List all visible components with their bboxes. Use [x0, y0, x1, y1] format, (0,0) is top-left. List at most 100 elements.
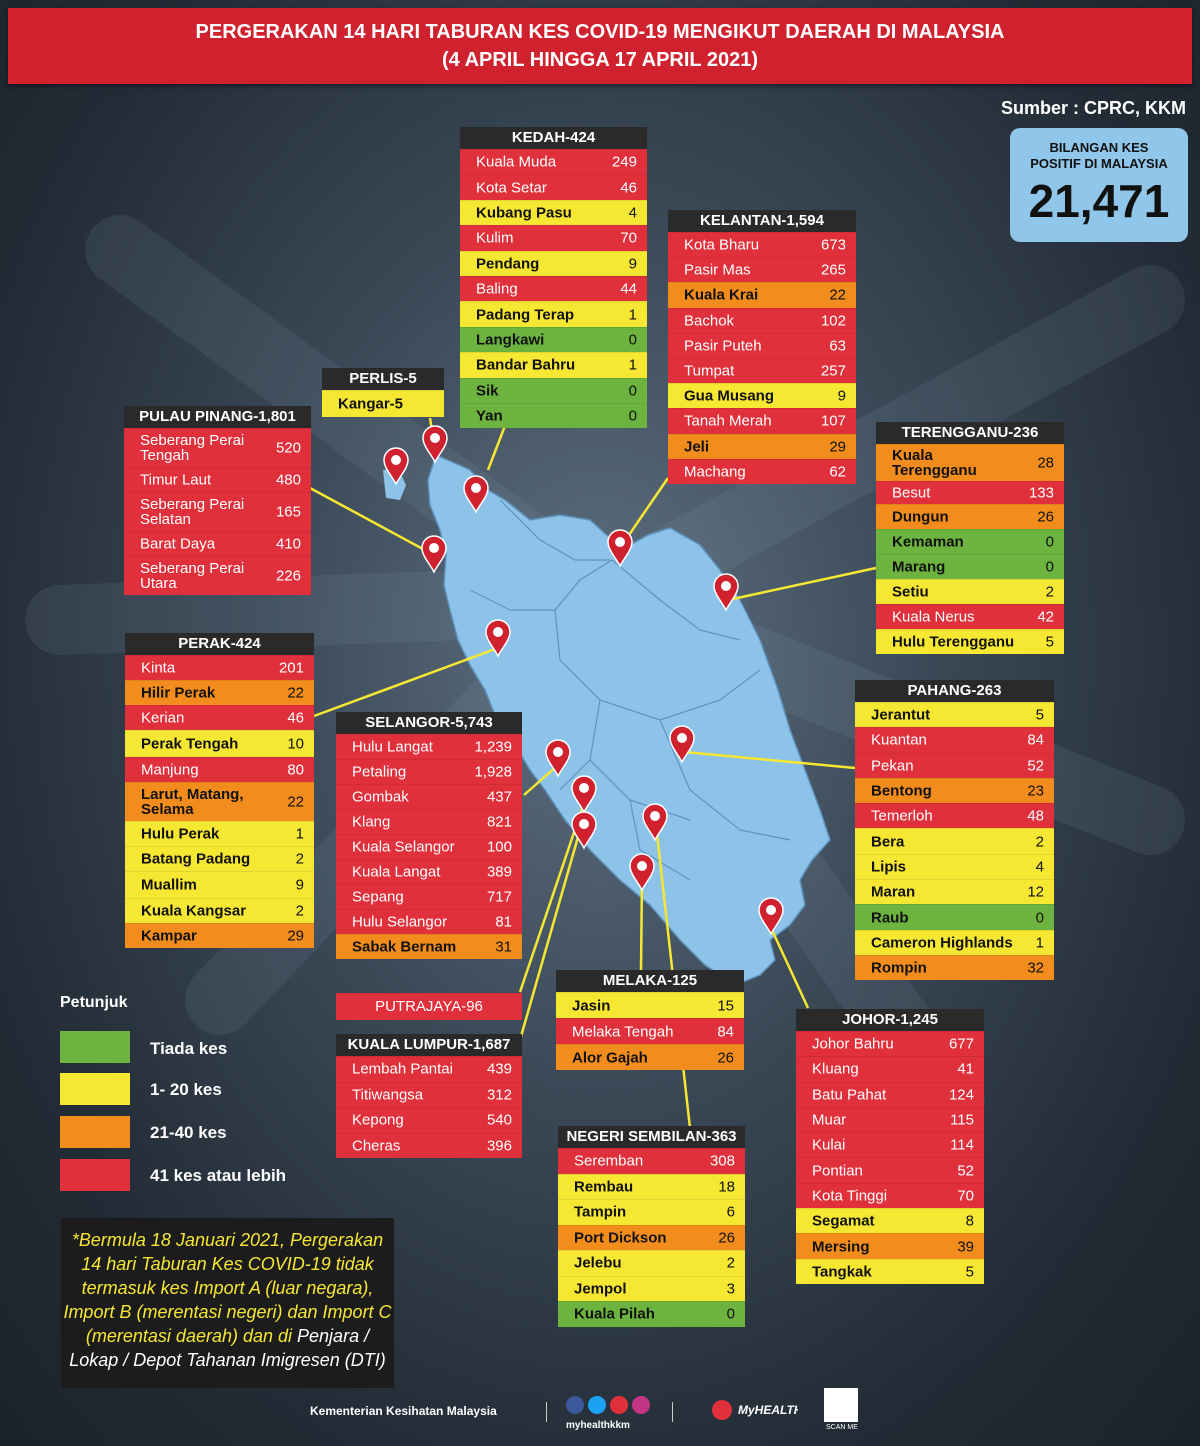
district-row: Kuala Terengganu 28	[876, 444, 1064, 481]
district-name: Bandar Bahru	[476, 356, 576, 374]
district-count: 10	[287, 735, 304, 753]
district-count: 107	[820, 412, 846, 430]
district-name: Gombak	[352, 788, 409, 806]
district-row: Kubang Pasu 4	[460, 199, 647, 226]
district-name: Hulu Selangor	[352, 913, 448, 931]
district-count: 26	[1037, 508, 1054, 526]
panel-melaka: MELAKA-125 Jasin 15 Melaka Tengah 84 Alor Ga…	[556, 970, 744, 1070]
district-count: 4	[628, 204, 637, 222]
facebook-icon[interactable]	[566, 1396, 584, 1414]
youtube-icon[interactable]	[610, 1396, 628, 1414]
district-row: Jelebu 2	[558, 1250, 745, 1276]
district-count: 1	[628, 356, 637, 374]
district-count: 1,928	[474, 763, 512, 781]
instagram-icon[interactable]	[632, 1396, 650, 1414]
district-name: Kangar-5	[338, 395, 404, 413]
district-row: Kuala Krai 22	[668, 282, 856, 308]
district-name: Mersing	[812, 1238, 870, 1256]
district-count: 62	[829, 463, 846, 481]
district-count: 22	[287, 684, 304, 702]
district-name: Kulim	[476, 229, 514, 247]
district-count: 226	[275, 567, 301, 585]
district-row: Segamat 8	[796, 1208, 984, 1234]
district-name: Hulu Perak	[141, 825, 220, 843]
district-row: Rompin 32	[855, 954, 1054, 981]
panel-title: PAHANG-263	[855, 680, 1054, 702]
panel-title: JOHOR-1,245	[796, 1009, 984, 1031]
location-pin-icon	[422, 425, 448, 464]
district-count: 18	[718, 1178, 735, 1196]
district-row: Kota Setar 46	[460, 174, 647, 200]
district-count: 39	[957, 1238, 974, 1256]
twitter-icon[interactable]	[588, 1396, 606, 1414]
district-row: Langkawi 0	[460, 326, 647, 353]
district-row: Padang Terap 1	[460, 301, 647, 327]
panel-kelantan: KELANTAN-1,594 Kota Bharu 673 Pasir Mas 265…	[668, 210, 856, 484]
district-row: Bera 2	[855, 828, 1054, 854]
district-name: Kuala Nerus	[892, 608, 975, 626]
total-value: 21,471	[1028, 175, 1170, 227]
district-name: Gua Musang	[684, 387, 775, 405]
district-name: Bachok	[684, 312, 735, 330]
district-row: Kampar 29	[125, 923, 314, 948]
district-row: Melaka Tengah 84	[556, 1018, 744, 1044]
district-row: Kinta 201	[125, 655, 314, 680]
district-row: Besut 133	[876, 481, 1064, 504]
panel-title: PERLIS-5	[322, 368, 444, 390]
qr-code[interactable]	[824, 1388, 858, 1422]
location-pin-icon	[629, 853, 655, 892]
district-row: Timur Laut 480	[124, 467, 311, 492]
district-count: 80	[287, 761, 304, 779]
district-name: Besut	[892, 484, 931, 502]
district-name: Jempol	[574, 1280, 627, 1298]
putrajaya-row: PUTRAJAYA-96	[336, 993, 522, 1020]
footnote-box: *Bermula 18 Januari 2021, Pergerakan 14 …	[61, 1218, 394, 1388]
district-row: Tampin 6	[558, 1199, 745, 1225]
district-name: Alor Gajah	[572, 1049, 648, 1066]
district-count: 70	[620, 229, 637, 247]
district-name: Machang	[684, 463, 746, 481]
district-row: Tanah Merah 107	[668, 408, 856, 434]
district-name: Perak Tengah	[141, 735, 239, 753]
legend-label-none: Tiada kes	[150, 1039, 228, 1058]
district-count: 114	[950, 1136, 974, 1154]
district-row: Tangkak 5	[796, 1258, 984, 1284]
district-count: 9	[628, 255, 637, 273]
location-pin-icon	[571, 775, 597, 814]
district-name: Bera	[871, 833, 905, 851]
district-name: Baling	[476, 280, 518, 298]
district-name: Padang Terap	[476, 306, 575, 324]
district-count: 124	[948, 1086, 974, 1104]
district-name: Hilir Perak	[141, 684, 216, 702]
total-label: BILANGAN KES POSITIF DI MALAYSIA	[1030, 140, 1168, 171]
district-count: 439	[486, 1060, 512, 1078]
district-row: Gombak 437	[336, 784, 522, 809]
district-row: Kluang 41	[796, 1056, 984, 1082]
location-pin-icon	[545, 739, 571, 778]
district-name: Kinta	[141, 659, 176, 677]
district-name: Manjung	[141, 761, 199, 779]
district-name: Kota Tinggi	[812, 1187, 888, 1205]
district-name: Pekan	[871, 757, 914, 775]
location-pin-icon	[421, 535, 447, 574]
district-count: 115	[950, 1111, 974, 1129]
district-count: 2	[1045, 583, 1054, 601]
district-name: Seberang Perai Selatan	[140, 496, 245, 528]
district-name: Kota Bharu	[684, 236, 760, 254]
district-name: Kampar	[141, 927, 197, 945]
district-row: Kulim 70	[460, 225, 647, 251]
district-name: Port Dickson	[574, 1229, 667, 1247]
district-row: Kota Bharu 673	[668, 232, 856, 258]
district-count: 52	[1027, 757, 1044, 775]
panel-kuala-lumpur: KUALA LUMPUR-1,687 Lembah Pantai 439 Titiw…	[336, 1034, 522, 1158]
district-count: 1,239	[474, 738, 512, 756]
page-subtitle: (4 APRIL HINGGA 17 APRIL 2021)	[441, 49, 758, 71]
legend-swatch-mid	[60, 1116, 130, 1148]
district-name: Yan	[476, 407, 503, 425]
legend-swatch-high	[60, 1159, 130, 1191]
district-row: Jasin 15	[556, 992, 744, 1018]
district-name: Petaling	[352, 763, 407, 781]
district-name: Kuantan	[871, 731, 927, 749]
district-count: 312	[486, 1086, 512, 1104]
footnote-highlight: Penjara / Lokap / Depot Tahanan Imigrese…	[69, 1326, 386, 1370]
